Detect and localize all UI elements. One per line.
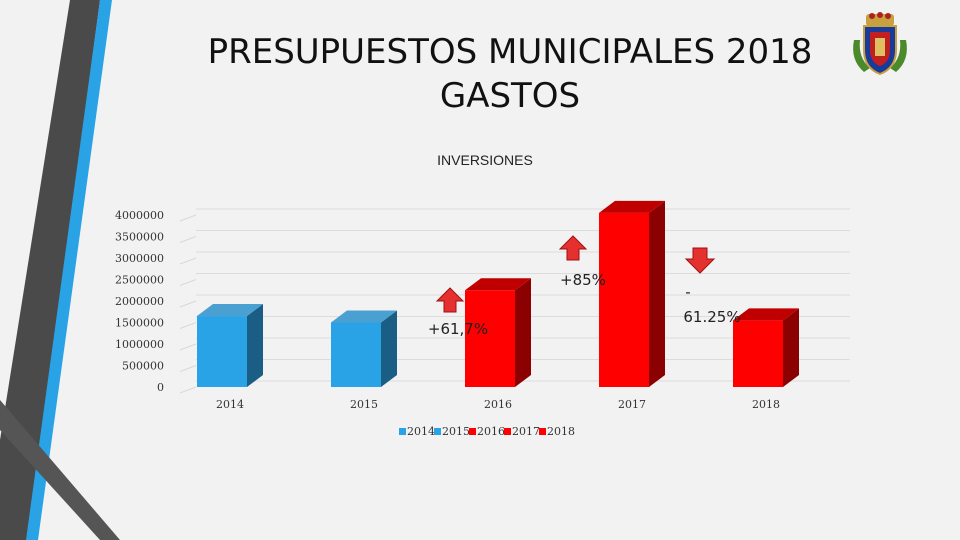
gridline-depth bbox=[179, 279, 197, 286]
chart-bars bbox=[197, 200, 799, 387]
y-tick-label: 3000000 bbox=[115, 252, 164, 265]
bar-side bbox=[649, 200, 665, 387]
bar-front bbox=[465, 290, 515, 387]
bar-front bbox=[733, 320, 783, 387]
bar-front bbox=[599, 212, 649, 387]
bar-top bbox=[599, 200, 665, 213]
bar-top bbox=[197, 304, 263, 317]
page-title-line1: PRESUPUESTOS MUNICIPALES 2018 bbox=[207, 32, 813, 72]
annotation-label: +85% bbox=[560, 271, 606, 289]
legend-swatch bbox=[469, 428, 476, 435]
legend-entry-2016: 2016 bbox=[469, 425, 505, 438]
coat-of-arms-icon bbox=[853, 12, 907, 76]
annotation-label: +61,7% bbox=[428, 320, 488, 338]
x-axis-tick-labels: 2014 2015 2016 2017 2018 bbox=[216, 398, 780, 411]
arrow-up-icon bbox=[435, 287, 465, 313]
legend-entry-2018: 2018 bbox=[539, 425, 575, 438]
bar-side bbox=[381, 310, 397, 387]
x-tick-label: 2016 bbox=[484, 398, 512, 411]
legend-swatch bbox=[504, 428, 511, 435]
gridline-depth bbox=[179, 257, 197, 265]
legend-entry-2017: 2017 bbox=[504, 425, 540, 438]
y-tick-label: 1500000 bbox=[115, 317, 164, 330]
annotation-2016: +61,7% bbox=[428, 287, 488, 338]
bar-2016 bbox=[465, 278, 531, 387]
gridline-depth bbox=[179, 365, 197, 372]
legend-label: 2015 bbox=[442, 425, 470, 438]
annotation-2018: 61.25% bbox=[683, 308, 740, 326]
y-axis-tick-labels: 0 500000 1000000 1500000 2000000 2500000 30000… bbox=[115, 209, 164, 394]
gridline-depth bbox=[179, 386, 197, 394]
bar-side bbox=[247, 304, 263, 387]
bar-2014 bbox=[197, 304, 263, 387]
x-tick-label: 2017 bbox=[618, 398, 646, 411]
bar-top bbox=[465, 278, 531, 291]
y-tick-label: 0 bbox=[157, 381, 164, 394]
page-title-line2: GASTOS bbox=[439, 76, 581, 116]
legend-label: 2016 bbox=[477, 425, 505, 438]
y-tick-label: 2500000 bbox=[115, 274, 164, 287]
arrow-down-icon bbox=[684, 247, 716, 274]
x-tick-label: 2015 bbox=[350, 398, 378, 411]
gridline-depth bbox=[179, 300, 197, 308]
legend-swatch bbox=[399, 428, 406, 435]
legend-entry-2014: 2014 bbox=[399, 425, 435, 438]
gridline-depth bbox=[179, 343, 197, 351]
bar-2018 bbox=[733, 308, 799, 387]
bar-side bbox=[515, 278, 531, 387]
legend-swatch bbox=[539, 428, 546, 435]
annotation-2017: +85% bbox=[558, 235, 606, 289]
y-tick-label: 2000000 bbox=[115, 295, 164, 308]
gridline-depth bbox=[179, 236, 197, 243]
bar-front bbox=[197, 316, 247, 387]
legend-label: 2017 bbox=[512, 425, 540, 438]
x-tick-label: 2018 bbox=[752, 398, 780, 411]
y-tick-label: 4000000 bbox=[115, 209, 164, 222]
y-tick-label: 1000000 bbox=[115, 338, 164, 351]
y-tick-label: 500000 bbox=[122, 360, 164, 373]
annotation-label: 61.25% bbox=[683, 308, 740, 326]
legend-swatch bbox=[434, 428, 441, 435]
gridline-depth bbox=[179, 214, 197, 222]
annotation-2018: - bbox=[684, 247, 716, 301]
y-tick-label: 3500000 bbox=[115, 231, 164, 244]
bar-top bbox=[331, 310, 397, 323]
legend-label: 2014 bbox=[407, 425, 435, 438]
gridline-depth bbox=[179, 322, 197, 329]
chart-annotations: +61,7% +85% - 61.25% bbox=[428, 235, 741, 338]
legend-entry-2015: 2015 bbox=[434, 425, 470, 438]
bar-2017 bbox=[599, 200, 665, 387]
x-tick-label: 2014 bbox=[216, 398, 244, 411]
arrow-up-icon bbox=[558, 235, 588, 261]
annotation-label: - bbox=[685, 283, 690, 301]
bar-front bbox=[331, 322, 381, 387]
chart-title: INVERSIONES bbox=[437, 152, 533, 168]
page-title: PRESUPUESTOS MUNICIPALES 2018 GASTOS bbox=[150, 30, 870, 118]
bar-side bbox=[783, 308, 799, 387]
bar-2015 bbox=[331, 310, 397, 387]
bar-top bbox=[733, 308, 799, 321]
legend-label: 2018 bbox=[547, 425, 575, 438]
chart-legend: 2014 2015 2016 2017 2018 bbox=[399, 425, 575, 438]
